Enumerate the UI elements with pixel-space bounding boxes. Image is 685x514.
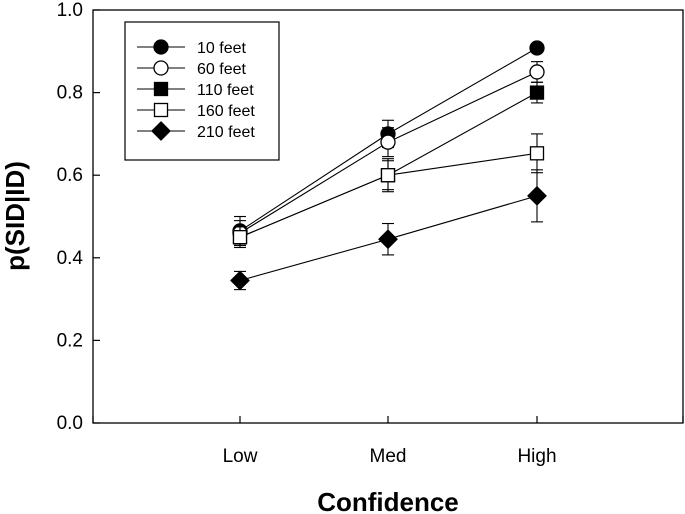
- legend-item: 110 feet: [137, 81, 254, 99]
- y-tick-label: 0.2: [57, 330, 83, 351]
- legend-label: 160 feet: [197, 103, 255, 120]
- data-point: [230, 270, 250, 291]
- legend-item: 160 feet: [137, 102, 255, 120]
- legend-marker: [153, 60, 169, 76]
- y-tick-label: 0.0: [57, 413, 83, 434]
- data-point: [380, 134, 396, 150]
- series-160-feet: [232, 133, 545, 249]
- data-point: [529, 40, 545, 56]
- x-axis: Low Med High: [92, 416, 684, 467]
- legend-item: 10 feet: [137, 39, 246, 57]
- series-210-feet: [230, 169, 547, 291]
- legend-marker: [151, 121, 171, 141]
- y-axis-title: p(SID|ID): [0, 161, 30, 271]
- data-point: [529, 85, 545, 100]
- legend-marker: [153, 81, 169, 97]
- legend-item: 60 feet: [137, 60, 246, 78]
- series-layer: [230, 40, 547, 291]
- legend: 10 feet 60 feet 110 feet 160 feet 210 feet: [124, 21, 280, 161]
- y-tick-label: 1.0: [57, 0, 83, 21]
- y-axis: 0.0 0.2 0.4 0.6 0.8 1.0: [57, 0, 100, 434]
- y-tick-label: 0.6: [57, 165, 83, 186]
- series-60-feet: [232, 61, 545, 246]
- data-point: [232, 229, 248, 245]
- data-point: [529, 64, 545, 80]
- x-tick-label: High: [517, 446, 556, 467]
- legend-item: 210 feet: [137, 121, 255, 141]
- legend-label: 10 feet: [197, 40, 246, 57]
- x-tick-label: Med: [370, 446, 407, 467]
- legend-marker: [153, 39, 169, 55]
- data-point: [380, 168, 396, 183]
- legend-label: 210 feet: [197, 124, 255, 141]
- data-point: [527, 185, 547, 206]
- y-tick-label: 0.8: [57, 83, 83, 104]
- data-point: [378, 229, 398, 250]
- data-point: [529, 146, 545, 161]
- legend-box: [124, 21, 280, 161]
- x-axis-title: Confidence: [317, 487, 459, 514]
- legend-label: 110 feet: [197, 82, 254, 99]
- x-tick-label: Low: [223, 446, 258, 467]
- legend-label: 60 feet: [197, 61, 246, 78]
- y-tick-label: 0.4: [57, 248, 84, 269]
- legend-marker: [153, 102, 169, 118]
